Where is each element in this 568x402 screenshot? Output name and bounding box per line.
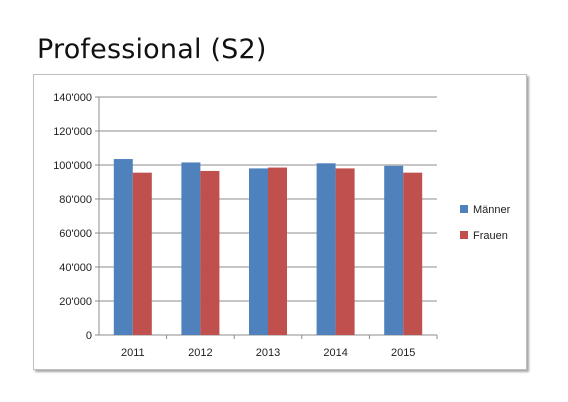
bar-maenner-2014 bbox=[316, 163, 336, 335]
bar-maenner-2015 bbox=[384, 165, 404, 335]
bar-maenner-2013 bbox=[249, 168, 268, 335]
bar-chart: 0 20'000 40'000 60'000 80'000 100'000 120'000 1… bbox=[53, 92, 511, 359]
bar-maenner-2012 bbox=[181, 162, 201, 335]
bar-frauen-2012 bbox=[200, 170, 220, 335]
y-tick-label: 40'000 bbox=[59, 262, 92, 274]
y-tick-label: 0 bbox=[86, 330, 92, 342]
page-title: Professional (S2) bbox=[37, 34, 267, 65]
bar-frauen-2013 bbox=[268, 167, 287, 335]
x-tick-label: 2014 bbox=[323, 347, 347, 359]
legend-label: Frauen bbox=[473, 230, 508, 242]
y-tick-label: 60'000 bbox=[59, 228, 92, 240]
y-tick-label: 140'000 bbox=[53, 92, 92, 104]
legend-label: Männer bbox=[473, 204, 511, 216]
y-tick-label: 100'000 bbox=[53, 160, 92, 172]
bar-frauen-2011 bbox=[132, 172, 152, 335]
y-tick-label: 80'000 bbox=[59, 194, 92, 206]
x-tick-label: 2011 bbox=[121, 347, 145, 359]
bar-frauen-2014 bbox=[335, 168, 355, 335]
legend-swatch bbox=[460, 231, 468, 239]
chart-frame: 0 20'000 40'000 60'000 80'000 100'000 120'000 1… bbox=[33, 74, 527, 370]
x-tick-label: 2013 bbox=[256, 347, 280, 359]
bar-maenner-2011 bbox=[113, 159, 133, 335]
bar-frauen-2015 bbox=[403, 172, 423, 335]
x-tick-label: 2015 bbox=[391, 347, 415, 359]
legend-swatch bbox=[460, 205, 468, 213]
y-tick-label: 120'000 bbox=[53, 126, 92, 138]
x-tick-label: 2012 bbox=[188, 347, 212, 359]
y-tick-label: 20'000 bbox=[59, 296, 92, 308]
